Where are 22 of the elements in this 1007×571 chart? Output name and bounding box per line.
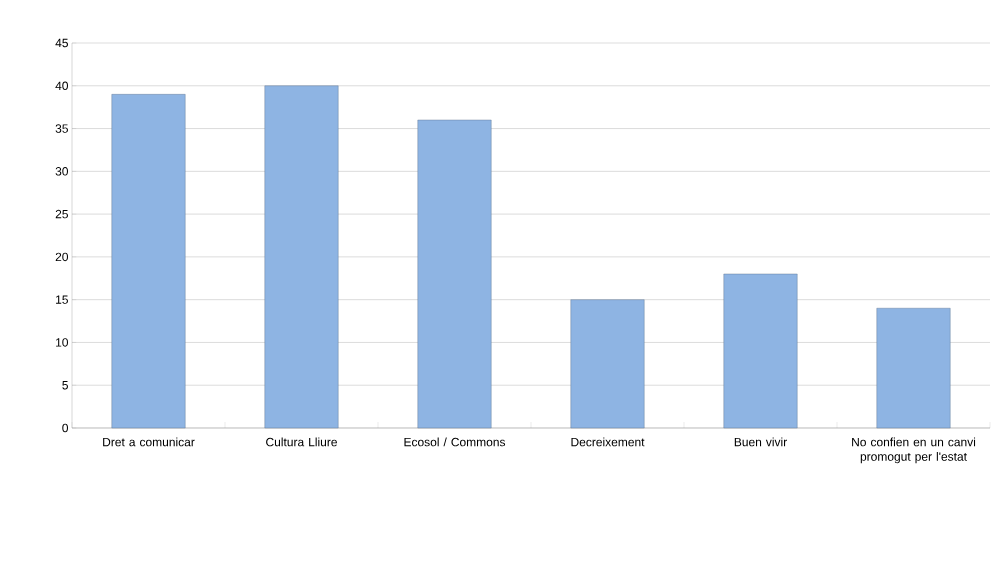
y-tick-label: 0	[62, 423, 69, 433]
x-tick-label: Dret a comunicar	[103, 437, 195, 447]
y-tick-label: 20	[55, 252, 69, 262]
bar	[417, 119, 492, 429]
bar	[723, 273, 798, 429]
bar	[876, 308, 951, 429]
y-tick-label: 10	[56, 338, 69, 347]
y-tick-label: 30	[55, 167, 69, 176]
y-tick-label: 15	[56, 295, 68, 304]
y-tick-label: 5	[62, 381, 68, 390]
y-tick-label: 35	[55, 124, 68, 133]
bar	[264, 85, 339, 429]
y-tick-label: 45	[55, 38, 68, 48]
bar	[111, 94, 186, 429]
x-tick-label: Decreixement	[571, 437, 645, 447]
x-tick-label: No confien en un canvi promogut per l'estat	[852, 437, 976, 464]
y-tick-label: 40	[55, 81, 69, 91]
y-tick-label: 25	[55, 209, 68, 219]
x-tick-label: Cultura Lliure	[266, 437, 337, 447]
bar	[570, 299, 645, 429]
x-tick-label: Buen vivir	[734, 437, 787, 447]
x-tick-label: Ecosol / Commons	[404, 437, 506, 447]
